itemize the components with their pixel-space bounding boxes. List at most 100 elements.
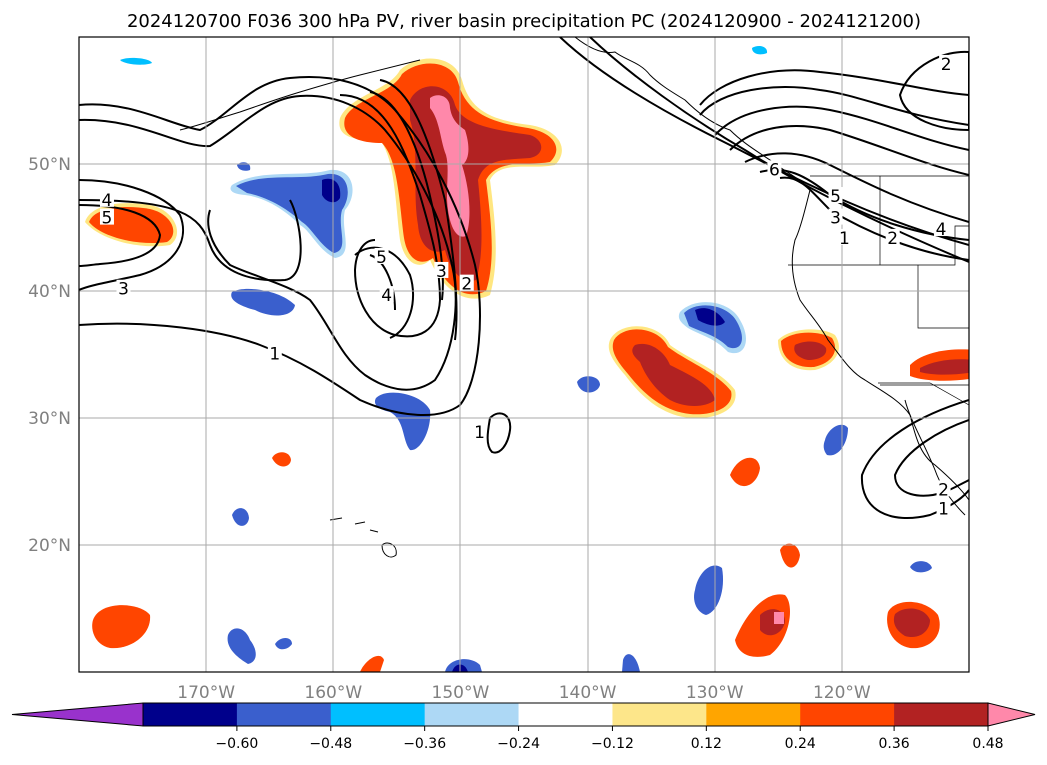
pv-contour-label: 4 (102, 191, 113, 211)
pv-contour-label: 6 (769, 160, 780, 180)
pv-contour-label-bg (828, 187, 843, 204)
lat-label: 30°N (28, 409, 71, 429)
precip-positive-region (730, 457, 760, 487)
pv-contour-label: 2 (938, 480, 949, 500)
borders (788, 175, 969, 406)
colorbar-extend-low (11, 702, 144, 727)
precip-negative-region (622, 654, 640, 672)
pv-contour-label: 1 (938, 499, 949, 519)
pv-contour-label-bg (934, 220, 949, 237)
colorbar-tick-label: 0.12 (691, 736, 722, 752)
pv-contour-label-bg (374, 247, 389, 264)
precip-positive-region (92, 605, 151, 649)
colorbar-bin (706, 703, 801, 726)
precip-negative-region (227, 628, 256, 664)
precip-positive-region (893, 608, 930, 638)
colorbar-tick-label: −0.24 (497, 736, 540, 752)
pv-contour-line (369, 254, 396, 311)
pv-contour-line (486, 412, 512, 454)
lat-label: 50°N (28, 155, 71, 175)
pv-contour-label: 3 (830, 209, 841, 229)
pv-contour-label-bg (885, 228, 900, 245)
pv-contour-label: 1 (839, 229, 850, 249)
colorbar-tick-label: 0.24 (785, 736, 816, 752)
precip-positive-region (272, 452, 291, 467)
pv-contour-label-bg (267, 344, 282, 361)
lat-label: 40°N (28, 282, 71, 302)
pv-contour-label: 2 (941, 55, 952, 75)
colorbar-bin (236, 703, 332, 726)
colorbar-extend-high (987, 702, 1036, 727)
colorbar-outline (142, 702, 989, 727)
colorbar-bin (330, 703, 426, 726)
pv-contour-line (79, 199, 302, 282)
precip-negative-region (695, 308, 725, 326)
pv-contour-label: 3 (436, 262, 447, 282)
colorbar-tick-label: 0.36 (879, 736, 910, 752)
pv-contour-label-bg (828, 208, 843, 225)
precip-positive-region (632, 343, 715, 406)
precip-negative-region (231, 288, 295, 316)
pv-contour-line (354, 246, 415, 339)
colorbar-bin (894, 703, 989, 726)
border-us-mexico (878, 382, 969, 406)
pv-contour-label-bg (379, 286, 394, 303)
hawaii-islands (329, 517, 397, 558)
pv-contours (79, 37, 969, 520)
colorbar-bin (800, 703, 895, 726)
precip-negative-region (752, 45, 768, 55)
pv-contour-label: 5 (376, 248, 387, 268)
lon-label: 160°W (304, 683, 362, 703)
precip-negative-region (694, 565, 724, 615)
colorbar-bin (612, 703, 707, 726)
colorbar: −0.60 −0.48 −0.36 −0.24 −0.12 0.12 0.24 0.36 0.4… (11, 702, 1036, 752)
precip-positive-region (794, 341, 827, 360)
colorbar-bin (143, 703, 238, 726)
pv-contour-line (893, 419, 969, 497)
pv-contour-label-bg (434, 261, 449, 278)
pv-contour-label-bg (459, 274, 474, 291)
lon-label: 140°W (559, 683, 617, 703)
precip-positive-region (780, 543, 800, 568)
pv-contour-label-bg (936, 480, 951, 497)
precip-positive-region (920, 359, 969, 375)
pv-contour-line (699, 69, 969, 106)
pv-contour-label-bg (99, 190, 114, 207)
precip-negative-region (910, 561, 932, 573)
gridlines (79, 37, 969, 672)
lon-label: 130°W (686, 683, 744, 703)
longitude-labels: 170°W 160°W 150°W 140°W 130°W 120°W (177, 683, 871, 703)
pv-contour-line (379, 79, 458, 341)
pv-contour-label-bg (99, 208, 114, 225)
precip-negative-region (236, 173, 348, 253)
lon-label: 120°W (813, 683, 871, 703)
colorbar-bin (424, 703, 520, 726)
colorbar-tick-label: 0.48 (972, 736, 1003, 752)
pv-contour-line (898, 50, 969, 132)
precip-negative-region (120, 57, 152, 65)
colorbar-bin (518, 703, 613, 726)
pv-contour-label: 1 (269, 345, 280, 365)
pv-contour-line (79, 204, 162, 267)
pv-contour-label-bg (936, 499, 951, 516)
pv-contour-line (699, 86, 969, 126)
pv-contour-label-bg (767, 160, 782, 177)
pv-contour-label: 5 (830, 187, 841, 207)
colorbar-tick-label: −0.60 (215, 736, 258, 752)
lat-label: 20°N (28, 536, 71, 556)
lon-label: 170°W (177, 683, 235, 703)
pv-contour-label: 1 (474, 423, 485, 443)
precip-negative-region (275, 638, 292, 650)
pv-contour-label: 3 (118, 280, 129, 300)
pv-contour-label: 2 (887, 229, 898, 249)
coastlines (179, 37, 969, 558)
pv-contour-label: 4 (936, 220, 947, 240)
precip-positive-region (774, 612, 784, 624)
pv-contour-line (559, 37, 969, 246)
pv-contour-label: 5 (102, 209, 113, 229)
pv-contour-label-bg (939, 54, 954, 71)
coastline-aleutians (179, 59, 421, 131)
